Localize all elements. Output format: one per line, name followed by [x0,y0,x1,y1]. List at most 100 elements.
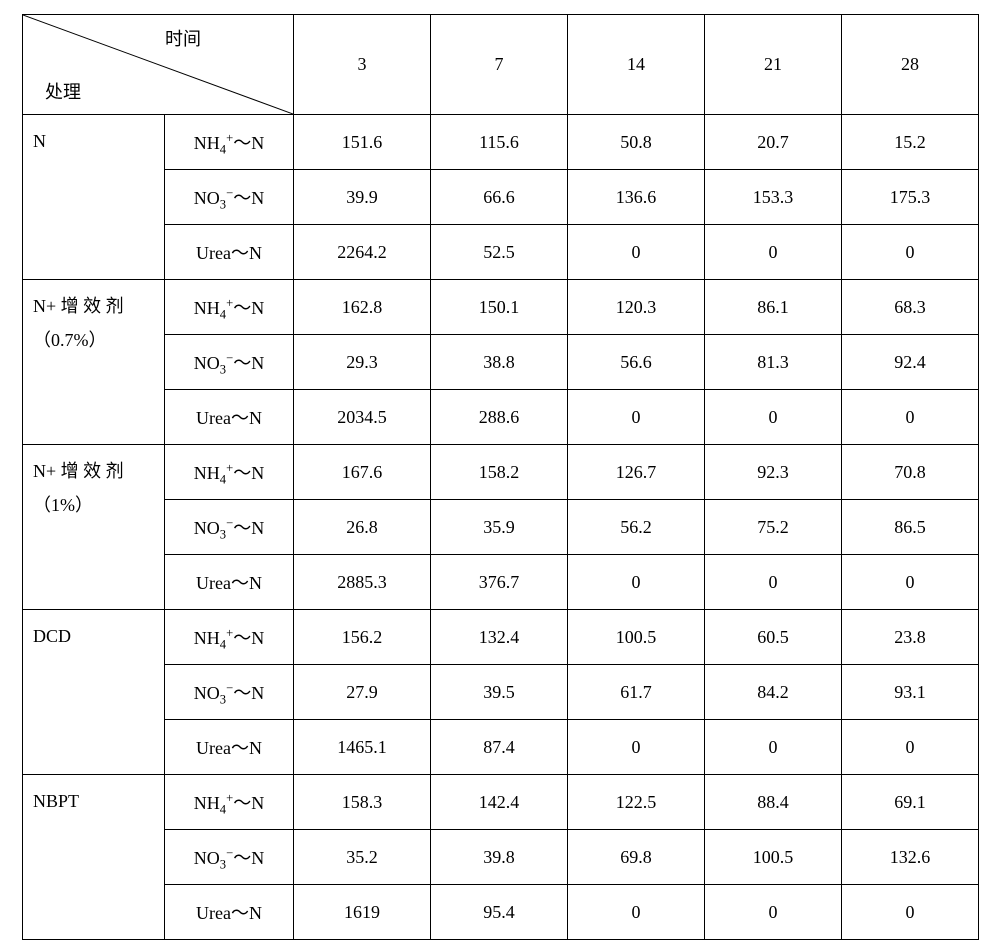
table-row: Urea～N1465.187.4000 [23,720,979,775]
value-cell: 0 [842,720,979,775]
value-cell: 39.8 [431,830,568,885]
value-cell: 2885.3 [294,555,431,610]
header-time-col: 28 [842,15,979,115]
value-cell: 1465.1 [294,720,431,775]
species-cell: Urea～N [165,225,294,280]
table-row: NO3−～N35.239.869.8100.5132.6 [23,830,979,885]
header-treatment-label: 处理 [45,78,81,104]
species-cell: NO3−～N [165,500,294,555]
data-table: 时间 处理 3 7 14 21 28 NNH4+～N151.6115.650.8… [22,14,979,940]
species-cell: Urea～N [165,885,294,940]
value-cell: 66.6 [431,170,568,225]
value-cell: 0 [568,225,705,280]
species-cell: NH4+～N [165,610,294,665]
value-cell: 175.3 [842,170,979,225]
treatment-cell: N+ 增 效 剂（0.7%） [23,280,165,445]
value-cell: 0 [568,390,705,445]
species-cell: Urea～N [165,720,294,775]
value-cell: 26.8 [294,500,431,555]
value-cell: 87.4 [431,720,568,775]
value-cell: 75.2 [705,500,842,555]
value-cell: 92.3 [705,445,842,500]
value-cell: 132.4 [431,610,568,665]
value-cell: 29.3 [294,335,431,390]
value-cell: 167.6 [294,445,431,500]
species-cell: NH4+～N [165,775,294,830]
header-time-col: 21 [705,15,842,115]
species-cell: NO3−～N [165,665,294,720]
value-cell: 0 [705,885,842,940]
treatment-cell: N [23,115,165,280]
value-cell: 35.9 [431,500,568,555]
header-time-col: 14 [568,15,705,115]
value-cell: 0 [705,225,842,280]
value-cell: 156.2 [294,610,431,665]
value-cell: 39.5 [431,665,568,720]
table-row: N+ 增 效 剂（0.7%）NH4+～N162.8150.1120.386.16… [23,280,979,335]
value-cell: 1619 [294,885,431,940]
value-cell: 20.7 [705,115,842,170]
value-cell: 86.5 [842,500,979,555]
value-cell: 288.6 [431,390,568,445]
header-row: 时间 处理 3 7 14 21 28 [23,15,979,115]
value-cell: 69.1 [842,775,979,830]
value-cell: 0 [842,225,979,280]
value-cell: 0 [842,555,979,610]
treatment-cell: N+ 增 效 剂（1%） [23,445,165,610]
value-cell: 93.1 [842,665,979,720]
value-cell: 150.1 [431,280,568,335]
value-cell: 120.3 [568,280,705,335]
value-cell: 81.3 [705,335,842,390]
value-cell: 69.8 [568,830,705,885]
value-cell: 122.5 [568,775,705,830]
species-cell: NH4+～N [165,280,294,335]
value-cell: 0 [568,720,705,775]
treatment-cell: DCD [23,610,165,775]
value-cell: 153.3 [705,170,842,225]
species-cell: Urea～N [165,390,294,445]
value-cell: 2264.2 [294,225,431,280]
value-cell: 92.4 [842,335,979,390]
value-cell: 0 [842,390,979,445]
value-cell: 376.7 [431,555,568,610]
species-cell: Urea～N [165,555,294,610]
table-row: NO3−～N29.338.856.681.392.4 [23,335,979,390]
table-body: NNH4+～N151.6115.650.820.715.2NO3−～N39.96… [23,115,979,940]
value-cell: 88.4 [705,775,842,830]
value-cell: 84.2 [705,665,842,720]
value-cell: 50.8 [568,115,705,170]
value-cell: 142.4 [431,775,568,830]
value-cell: 126.7 [568,445,705,500]
value-cell: 70.8 [842,445,979,500]
table-row: NO3−～N27.939.561.784.293.1 [23,665,979,720]
value-cell: 86.1 [705,280,842,335]
species-cell: NO3−～N [165,830,294,885]
value-cell: 158.2 [431,445,568,500]
value-cell: 115.6 [431,115,568,170]
table-row: NBPTNH4+～N158.3142.4122.588.469.1 [23,775,979,830]
value-cell: 56.2 [568,500,705,555]
table-row: DCDNH4+～N156.2132.4100.560.523.8 [23,610,979,665]
value-cell: 23.8 [842,610,979,665]
species-cell: NH4+～N [165,115,294,170]
table-row: NO3−～N26.835.956.275.286.5 [23,500,979,555]
table-row: Urea～N2885.3376.7000 [23,555,979,610]
value-cell: 61.7 [568,665,705,720]
species-cell: NO3−～N [165,335,294,390]
value-cell: 68.3 [842,280,979,335]
value-cell: 35.2 [294,830,431,885]
value-cell: 52.5 [431,225,568,280]
value-cell: 60.5 [705,610,842,665]
table-row: Urea～N2264.252.5000 [23,225,979,280]
value-cell: 158.3 [294,775,431,830]
value-cell: 132.6 [842,830,979,885]
value-cell: 27.9 [294,665,431,720]
species-cell: NH4+～N [165,445,294,500]
value-cell: 100.5 [568,610,705,665]
value-cell: 151.6 [294,115,431,170]
value-cell: 95.4 [431,885,568,940]
table-row: Urea～N2034.5288.6000 [23,390,979,445]
value-cell: 0 [705,555,842,610]
value-cell: 0 [568,555,705,610]
value-cell: 136.6 [568,170,705,225]
